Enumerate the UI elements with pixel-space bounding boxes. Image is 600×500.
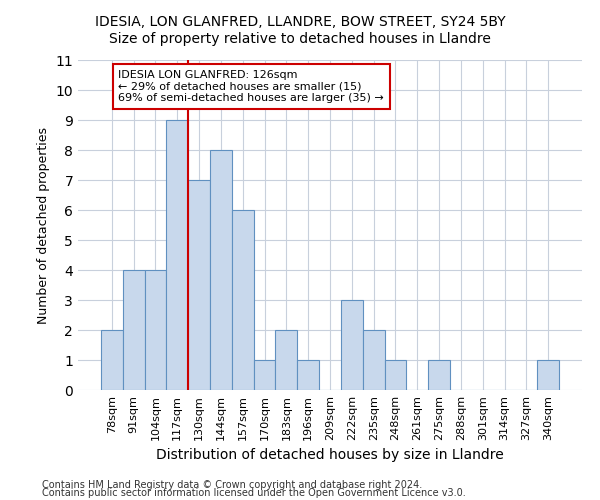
- Text: Size of property relative to detached houses in Llandre: Size of property relative to detached ho…: [109, 32, 491, 46]
- Text: IDESIA, LON GLANFRED, LLANDRE, BOW STREET, SY24 5BY: IDESIA, LON GLANFRED, LLANDRE, BOW STREE…: [95, 15, 505, 29]
- Bar: [385, 360, 406, 390]
- Bar: [341, 300, 363, 390]
- Bar: [537, 360, 559, 390]
- Bar: [297, 360, 319, 390]
- Text: Contains public sector information licensed under the Open Government Licence v3: Contains public sector information licen…: [42, 488, 466, 498]
- Bar: [254, 360, 275, 390]
- X-axis label: Distribution of detached houses by size in Llandre: Distribution of detached houses by size …: [156, 448, 504, 462]
- Text: IDESIA LON GLANFRED: 126sqm
← 29% of detached houses are smaller (15)
69% of sem: IDESIA LON GLANFRED: 126sqm ← 29% of det…: [118, 70, 384, 103]
- Bar: [188, 180, 210, 390]
- Bar: [210, 150, 232, 390]
- Bar: [166, 120, 188, 390]
- Bar: [275, 330, 297, 390]
- Bar: [363, 330, 385, 390]
- Bar: [101, 330, 123, 390]
- Bar: [232, 210, 254, 390]
- Y-axis label: Number of detached properties: Number of detached properties: [37, 126, 50, 324]
- Bar: [123, 270, 145, 390]
- Text: Contains HM Land Registry data © Crown copyright and database right 2024.: Contains HM Land Registry data © Crown c…: [42, 480, 422, 490]
- Bar: [145, 270, 166, 390]
- Bar: [428, 360, 450, 390]
